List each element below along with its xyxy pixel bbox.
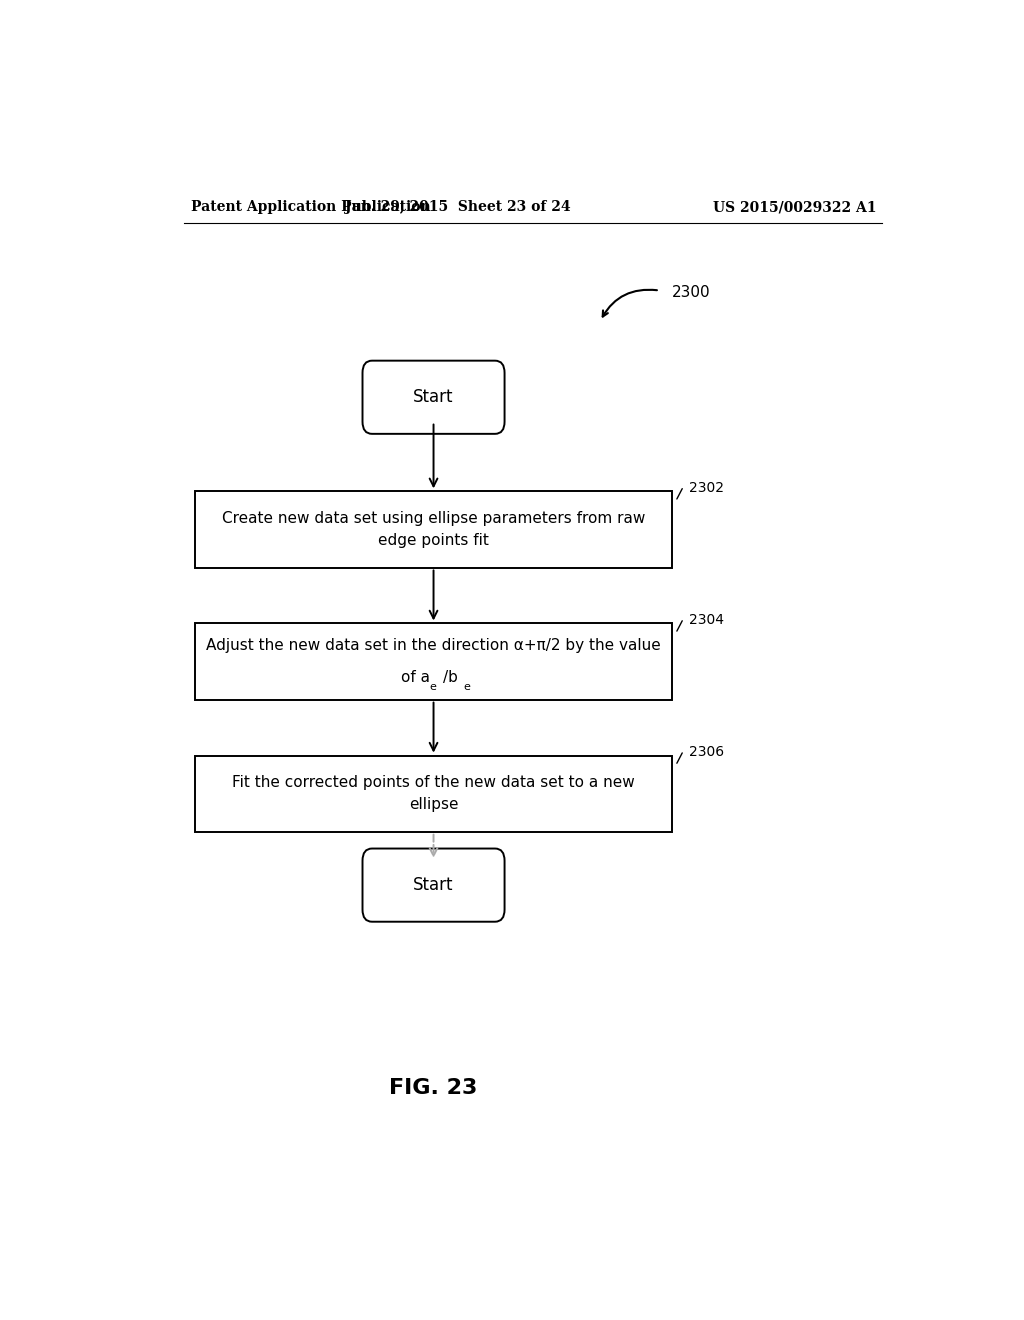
FancyBboxPatch shape [362, 849, 505, 921]
Text: Start: Start [414, 876, 454, 894]
Text: Start: Start [414, 388, 454, 407]
Text: Fit the corrected points of the new data set to a new
ellipse: Fit the corrected points of the new data… [232, 775, 635, 812]
Text: 2306: 2306 [689, 746, 724, 759]
Text: e: e [430, 682, 436, 692]
Text: Jan. 29, 2015  Sheet 23 of 24: Jan. 29, 2015 Sheet 23 of 24 [344, 201, 570, 214]
Text: FIG. 23: FIG. 23 [389, 1078, 478, 1098]
Text: 2302: 2302 [689, 482, 724, 495]
Bar [196, 755, 672, 832]
Text: e: e [464, 682, 471, 692]
Text: Adjust the new data set in the direction α+π/2 by the value: Adjust the new data set in the direction… [206, 638, 660, 653]
Text: Create new data set using ellipse parameters from raw
edge points fit: Create new data set using ellipse parame… [222, 511, 645, 548]
Bar [196, 491, 672, 568]
Text: /b: /b [443, 671, 458, 685]
Text: Patent Application Publication: Patent Application Publication [191, 201, 431, 214]
Text: 2304: 2304 [689, 614, 724, 627]
Text: US 2015/0029322 A1: US 2015/0029322 A1 [713, 201, 877, 214]
Text: of a: of a [400, 671, 430, 685]
Text: 2300: 2300 [672, 285, 711, 300]
Bar [196, 623, 672, 700]
FancyBboxPatch shape [362, 360, 505, 434]
